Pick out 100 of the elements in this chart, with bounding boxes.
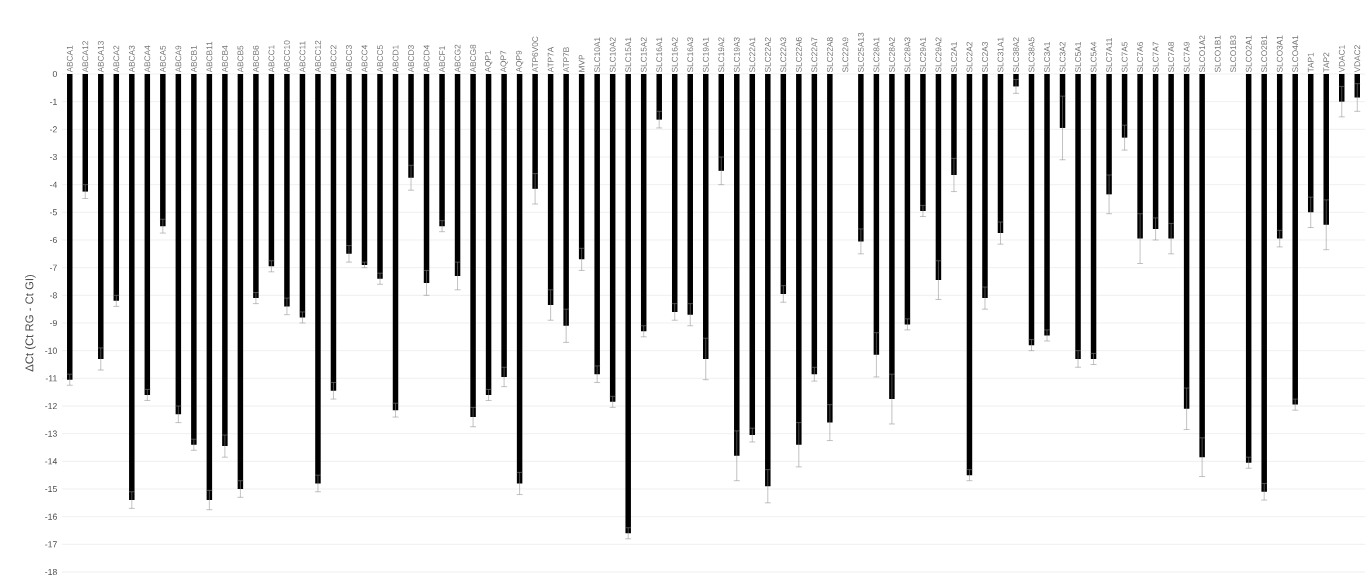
- x-tick-label: SLC38A2: [1013, 37, 1019, 73]
- x-tick-label: SLC29A2: [935, 37, 942, 73]
- y-tick-label: -2: [49, 126, 57, 133]
- x-tick-label: SLC2A2: [966, 42, 973, 73]
- y-tick-label: -10: [45, 347, 57, 354]
- x-tick-label: SLCO1A2: [1199, 35, 1206, 73]
- x-tick-label: ABCA1: [66, 45, 73, 73]
- x-tick-label: SLC15A1: [625, 37, 632, 73]
- x-tick-label: ABCB4: [221, 45, 228, 73]
- x-tick-label: ATP7A: [547, 46, 554, 73]
- x-tick-label: ABCA2: [113, 45, 120, 73]
- x-tick-label: SLC28A3: [904, 37, 911, 73]
- x-tick-label: SLC7A5: [1121, 41, 1128, 73]
- x-tick-label: TAP1: [1307, 52, 1314, 73]
- x-tick-label: SLC10A1: [594, 37, 601, 73]
- y-tick-label: -7: [49, 264, 57, 271]
- x-tick-label: SLC19A1: [702, 37, 709, 73]
- x-tick-label: SLC22A1: [749, 37, 756, 73]
- x-tick-label: SLC19A2: [718, 37, 725, 73]
- x-tick-label: SLCO2A1: [1245, 35, 1252, 73]
- x-tick-label: SLC15A2: [640, 37, 647, 73]
- x-tick-label: AQP9: [515, 50, 524, 73]
- x-tick-label: SLC22A3: [780, 37, 787, 73]
- x-tick-label: SLC5A1: [1075, 42, 1081, 73]
- x-tick-label: SLC2A1: [951, 42, 957, 73]
- x-tick-label: SLC7A6: [1137, 41, 1144, 73]
- x-tick-label: ABCC10: [284, 40, 290, 73]
- y-tick-label: 0: [52, 70, 57, 78]
- x-tick-label: SLCO1B1: [1214, 35, 1221, 73]
- x-tick-label: SLC28A2: [888, 37, 895, 73]
- x-tick-label: SLC22A9: [842, 37, 849, 73]
- x-tick-label: ABCA3: [128, 45, 135, 73]
- y-axis-title: ΔCt (Ct RG - Ct GI): [25, 274, 36, 372]
- x-tick-label: ABCD1: [392, 45, 399, 73]
- x-tick-label: SLC22A2: [764, 37, 771, 73]
- x-tick-label: SLC3A1: [1044, 42, 1050, 73]
- x-tick-label: ABCB5: [237, 45, 244, 73]
- y-tick-label: -15: [45, 485, 57, 493]
- x-tick-label: SLC7A7: [1152, 42, 1159, 73]
- x-tick-label: SLC38A5: [1028, 37, 1035, 73]
- x-tick-label: ABCC4: [361, 45, 368, 73]
- y-tick-label: -17: [45, 541, 57, 548]
- x-tick-label: SLC31A1: [997, 37, 1004, 73]
- x-tick-label: ABCC11: [299, 41, 306, 73]
- y-tick-label: -6: [49, 236, 57, 244]
- x-tick-label: ABCC12: [315, 40, 321, 73]
- x-tick-label: ATP6V0C: [532, 36, 539, 73]
- x-tick-label: ABCC2: [330, 45, 337, 73]
- x-tick-label: ABCD4: [423, 45, 430, 73]
- x-tick-label: SLC28A1: [873, 37, 880, 73]
- x-tick-label: SLC22A8: [826, 37, 833, 73]
- x-tick-label: SLC3A2: [1059, 42, 1066, 73]
- x-tick-label: SLC2A3: [982, 41, 988, 73]
- x-tick-label: VDAC2: [1354, 45, 1361, 73]
- x-tick-label: ABCA13: [97, 41, 104, 73]
- x-tick-label: ABCA4: [144, 45, 151, 73]
- y-tick-label: -9: [49, 319, 57, 327]
- x-tick-label: ABCC5: [377, 45, 383, 73]
- y-tick-label: -3: [49, 153, 57, 161]
- x-tick-label: SLC22A7: [811, 37, 818, 73]
- x-tick-label: SLC5A4: [1090, 41, 1097, 73]
- x-tick-label: SLC19A3: [733, 37, 740, 73]
- x-tick-label: TAP2: [1323, 52, 1330, 73]
- x-tick-label: SLCO4A1: [1292, 35, 1299, 73]
- x-tick-label: ABCC3: [346, 45, 352, 73]
- x-tick-label: ABCD3: [408, 45, 414, 73]
- x-tick-label: SLC25A13: [857, 32, 864, 73]
- x-tick-label: AQP7: [500, 50, 508, 73]
- x-tick-label: SLCO2B1: [1261, 35, 1268, 73]
- x-tick-label: SLCO1B3: [1230, 35, 1237, 73]
- y-tick-label: -8: [49, 292, 57, 299]
- x-tick-label: ABCB6: [252, 45, 259, 73]
- x-tick-label: SLC7A9: [1183, 42, 1190, 73]
- x-tick-label: SLC7A11: [1106, 38, 1112, 73]
- x-tick-label: SLC22A6: [795, 37, 802, 73]
- x-tick-label: SLC10A2: [609, 37, 616, 73]
- x-tick-label: SLC16A3: [687, 37, 694, 73]
- x-tick-label: SLC7A8: [1168, 41, 1175, 73]
- x-tick-label: MVP: [578, 54, 585, 72]
- x-tick-label: ATP7B: [563, 47, 569, 73]
- y-tick-label: -13: [45, 430, 57, 437]
- x-tick-label: ABCB1: [190, 45, 197, 73]
- y-tick-label: -14: [45, 458, 58, 465]
- y-tick-label: -5: [49, 209, 57, 216]
- x-tick-label: ABCF1: [439, 46, 445, 73]
- x-tick-label: SLC29A1: [920, 37, 926, 73]
- y-tick-label: -18: [45, 568, 57, 576]
- x-tick-label: SLC16A1: [656, 37, 663, 73]
- y-tick-label: -12: [45, 402, 57, 410]
- x-tick-label: VDAC1: [1338, 45, 1345, 73]
- y-tick-label: -4: [49, 181, 58, 188]
- x-tick-label: SLC16A2: [671, 37, 678, 73]
- y-tick-label: -1: [49, 98, 57, 105]
- x-tick-label: ABCA5: [159, 45, 166, 73]
- y-tick-label: -16: [45, 513, 57, 520]
- x-tick-label: ABCG8: [470, 44, 476, 73]
- x-tick-label: ABCA9: [175, 45, 182, 73]
- x-tick-label: SLCO3A1: [1276, 35, 1283, 73]
- x-tick-label: AQP1: [484, 50, 493, 73]
- x-tick-label: ABCB11: [206, 41, 213, 73]
